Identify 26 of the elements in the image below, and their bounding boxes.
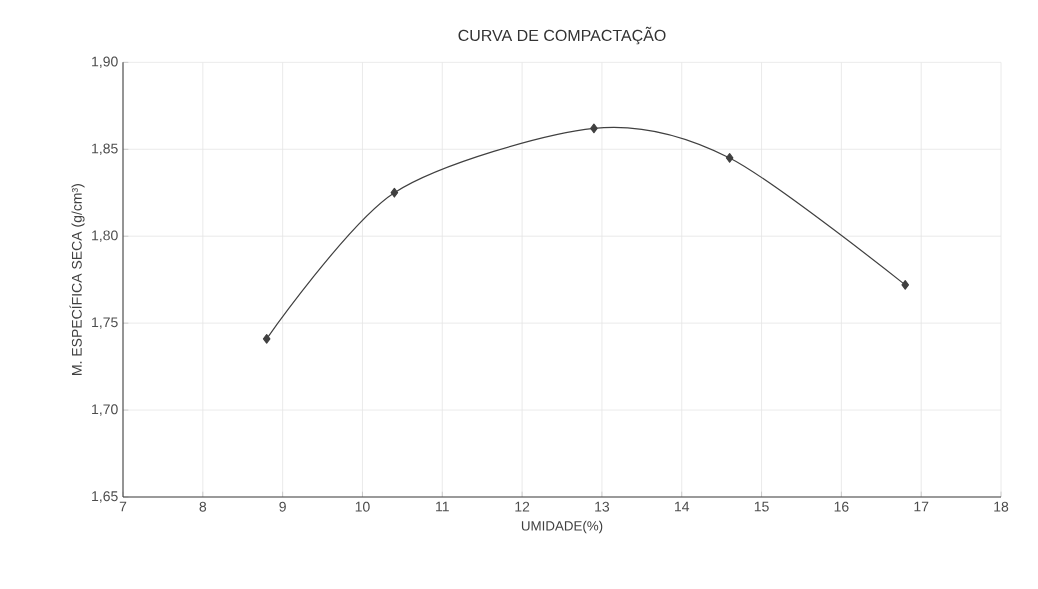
x-tick-label: 14 xyxy=(675,501,690,512)
point xyxy=(262,333,271,344)
y-tick-label: 1,65 xyxy=(92,491,118,503)
y-tick-label: 1,85 xyxy=(92,143,118,156)
x-tick-label: 7 xyxy=(119,501,127,512)
x-tick-label: 12 xyxy=(515,501,530,512)
y-axis-title: M. ESPECÍFICA SECA (g/cm³) xyxy=(69,184,85,375)
x-tick-label: 8 xyxy=(199,501,207,512)
chart-title: CURVA DE COMPACTAÇÃO xyxy=(458,26,666,45)
x-tick-label: 13 xyxy=(595,501,610,512)
x-tick-label: 18 xyxy=(994,501,1009,512)
x-tick-label: 16 xyxy=(834,501,849,512)
y-tick-label: 1,75 xyxy=(92,317,118,329)
y-tick-label: 1,80 xyxy=(92,230,118,242)
point xyxy=(390,187,399,198)
x-tick-label: 11 xyxy=(436,501,449,512)
point xyxy=(725,153,734,163)
point xyxy=(901,280,910,290)
x-tick-label: 15 xyxy=(754,501,769,512)
x-axis-title: UMIDADE(%) xyxy=(521,520,603,534)
x-tick-label: 9 xyxy=(279,501,286,512)
y-tick-label: 1,90 xyxy=(92,56,118,69)
x-tick-label: 17 xyxy=(914,501,929,512)
y-tick-label: 1,70 xyxy=(92,404,118,416)
x-tick-label: 10 xyxy=(355,501,370,512)
point xyxy=(590,123,598,134)
